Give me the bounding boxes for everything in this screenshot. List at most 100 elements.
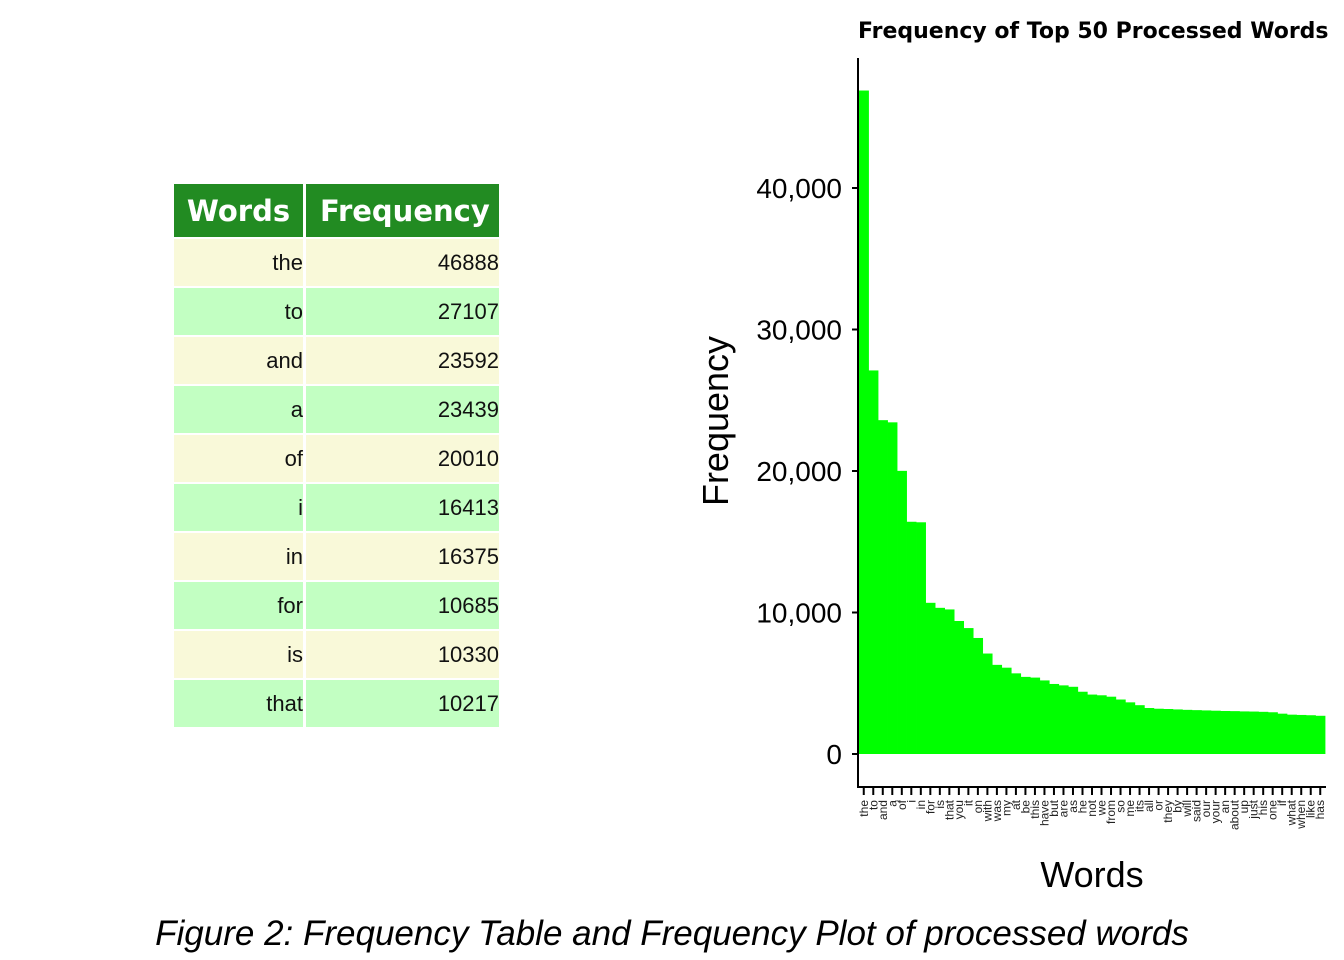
bar-me: [1125, 702, 1136, 754]
x-tick-label: are: [1056, 800, 1070, 818]
x-tick-label: but: [1047, 799, 1061, 816]
frequency-cell: 10217: [306, 678, 499, 727]
bar-one: [1267, 712, 1278, 754]
y-axis-label: Frequency: [695, 336, 736, 506]
bar-they: [1163, 709, 1174, 754]
x-tick-label: if: [1275, 799, 1289, 806]
word-cell: in: [174, 531, 306, 580]
x-tick-label: by: [1171, 800, 1185, 813]
x-tick-label: up: [1237, 800, 1251, 814]
x-tick-label: what: [1285, 799, 1299, 826]
x-tick-label: of: [895, 799, 909, 810]
bar-or: [1153, 708, 1164, 754]
table-row: a 23439: [174, 384, 499, 433]
table-row: in 16375: [174, 531, 499, 580]
bar-it: [963, 628, 974, 754]
x-tick-label: said: [1190, 800, 1204, 822]
frequency-cell: 23592: [306, 335, 499, 384]
x-tick-label: all: [1142, 800, 1156, 812]
y-tick-label: 20,000: [756, 456, 842, 487]
frequency-cell: 27107: [306, 286, 499, 335]
bar-as: [1068, 686, 1079, 754]
x-axis-ticks: thetoandaofiinforisthatyouitonwithwasmya…: [857, 787, 1327, 830]
y-tick-label: 0: [826, 739, 842, 770]
bar-we: [1096, 695, 1107, 754]
bar-an: [1220, 710, 1231, 754]
table-header-row: Words Frequency: [174, 184, 499, 237]
bar-this: [1030, 677, 1041, 754]
y-tick-label: 40,000: [756, 173, 842, 204]
bar-like: [1305, 715, 1316, 754]
frequency-cell: 20010: [306, 433, 499, 482]
bar-have: [1039, 680, 1050, 754]
x-tick-label: that: [942, 799, 956, 820]
bar-that: [944, 609, 955, 754]
bar-a: [887, 422, 898, 754]
x-tick-label: about: [1228, 799, 1242, 830]
bar-but: [1049, 683, 1060, 754]
bar-his: [1258, 711, 1269, 754]
bar-was: [992, 664, 1003, 754]
x-tick-label: i: [904, 800, 918, 803]
x-tick-label: it: [961, 799, 975, 806]
bar-is: [935, 607, 945, 754]
x-tick-label: me: [1123, 800, 1137, 817]
x-tick-label: to: [866, 800, 880, 810]
bar-when: [1296, 714, 1307, 754]
bar-you: [954, 620, 965, 754]
table-row: to 27107: [174, 286, 499, 335]
x-tick-label: from: [1104, 800, 1118, 824]
x-tick-label: on: [971, 800, 985, 813]
x-tick-label: a: [885, 800, 899, 807]
x-tick-label: or: [1152, 800, 1166, 811]
bar-our: [1201, 710, 1212, 754]
table-row: of 20010: [174, 433, 499, 482]
figure-caption: Figure 2: Frequency Table and Frequency …: [155, 914, 1189, 953]
x-tick-label: its: [1133, 800, 1147, 812]
word-cell: is: [174, 629, 306, 678]
word-cell: and: [174, 335, 306, 384]
x-tick-label: at: [1009, 799, 1023, 810]
x-tick-label: one: [1266, 800, 1280, 820]
bar-so: [1115, 699, 1126, 754]
x-tick-label: as: [1066, 800, 1080, 813]
x-tick-label: an: [1218, 800, 1232, 813]
table-row: for 10685: [174, 580, 499, 629]
word-cell: of: [174, 433, 306, 482]
x-tick-label: be: [1018, 800, 1032, 814]
bar-from: [1106, 696, 1117, 754]
frequency-bar-chart: Frequency of Top 50 Processed Words 0 10,…: [695, 19, 1329, 895]
x-tick-label: his: [1256, 800, 1270, 815]
x-tick-label: just: [1247, 799, 1261, 819]
y-tick-label: 10,000: [756, 598, 842, 629]
x-tick-label: they: [1161, 800, 1175, 823]
x-tick-label: our: [1199, 800, 1213, 817]
bar-has: [1315, 715, 1326, 754]
word-cell: i: [174, 482, 306, 531]
bar-in: [916, 522, 926, 754]
bar-by: [1172, 709, 1183, 754]
x-tick-label: my: [999, 800, 1013, 816]
x-tick-label: is: [933, 800, 947, 809]
x-tick-label: and: [876, 800, 890, 820]
x-tick-label: have: [1037, 800, 1051, 826]
frequency-cell: 10685: [306, 580, 499, 629]
table-row: and 23592: [174, 335, 499, 384]
table-row: i 16413: [174, 482, 499, 531]
table-row: is 10330: [174, 629, 499, 678]
bar-for: [925, 602, 936, 754]
frequency-column-header: Frequency: [306, 184, 499, 237]
word-cell: a: [174, 384, 306, 433]
table-body: the 46888 to 27107 and 23592 a 23439 of 20010 i 164…: [174, 237, 499, 727]
x-tick-label: so: [1114, 800, 1128, 813]
x-tick-label: we: [1095, 800, 1109, 817]
x-tick-label: you: [952, 800, 966, 819]
bar-i: [906, 521, 917, 754]
word-cell: the: [174, 237, 306, 286]
bar-just: [1248, 711, 1259, 754]
bar-my: [1001, 667, 1012, 754]
bar-on: [973, 637, 984, 754]
x-tick-label: for: [923, 800, 937, 814]
frequency-cell: 23439: [306, 384, 499, 433]
bar-will: [1182, 709, 1193, 754]
